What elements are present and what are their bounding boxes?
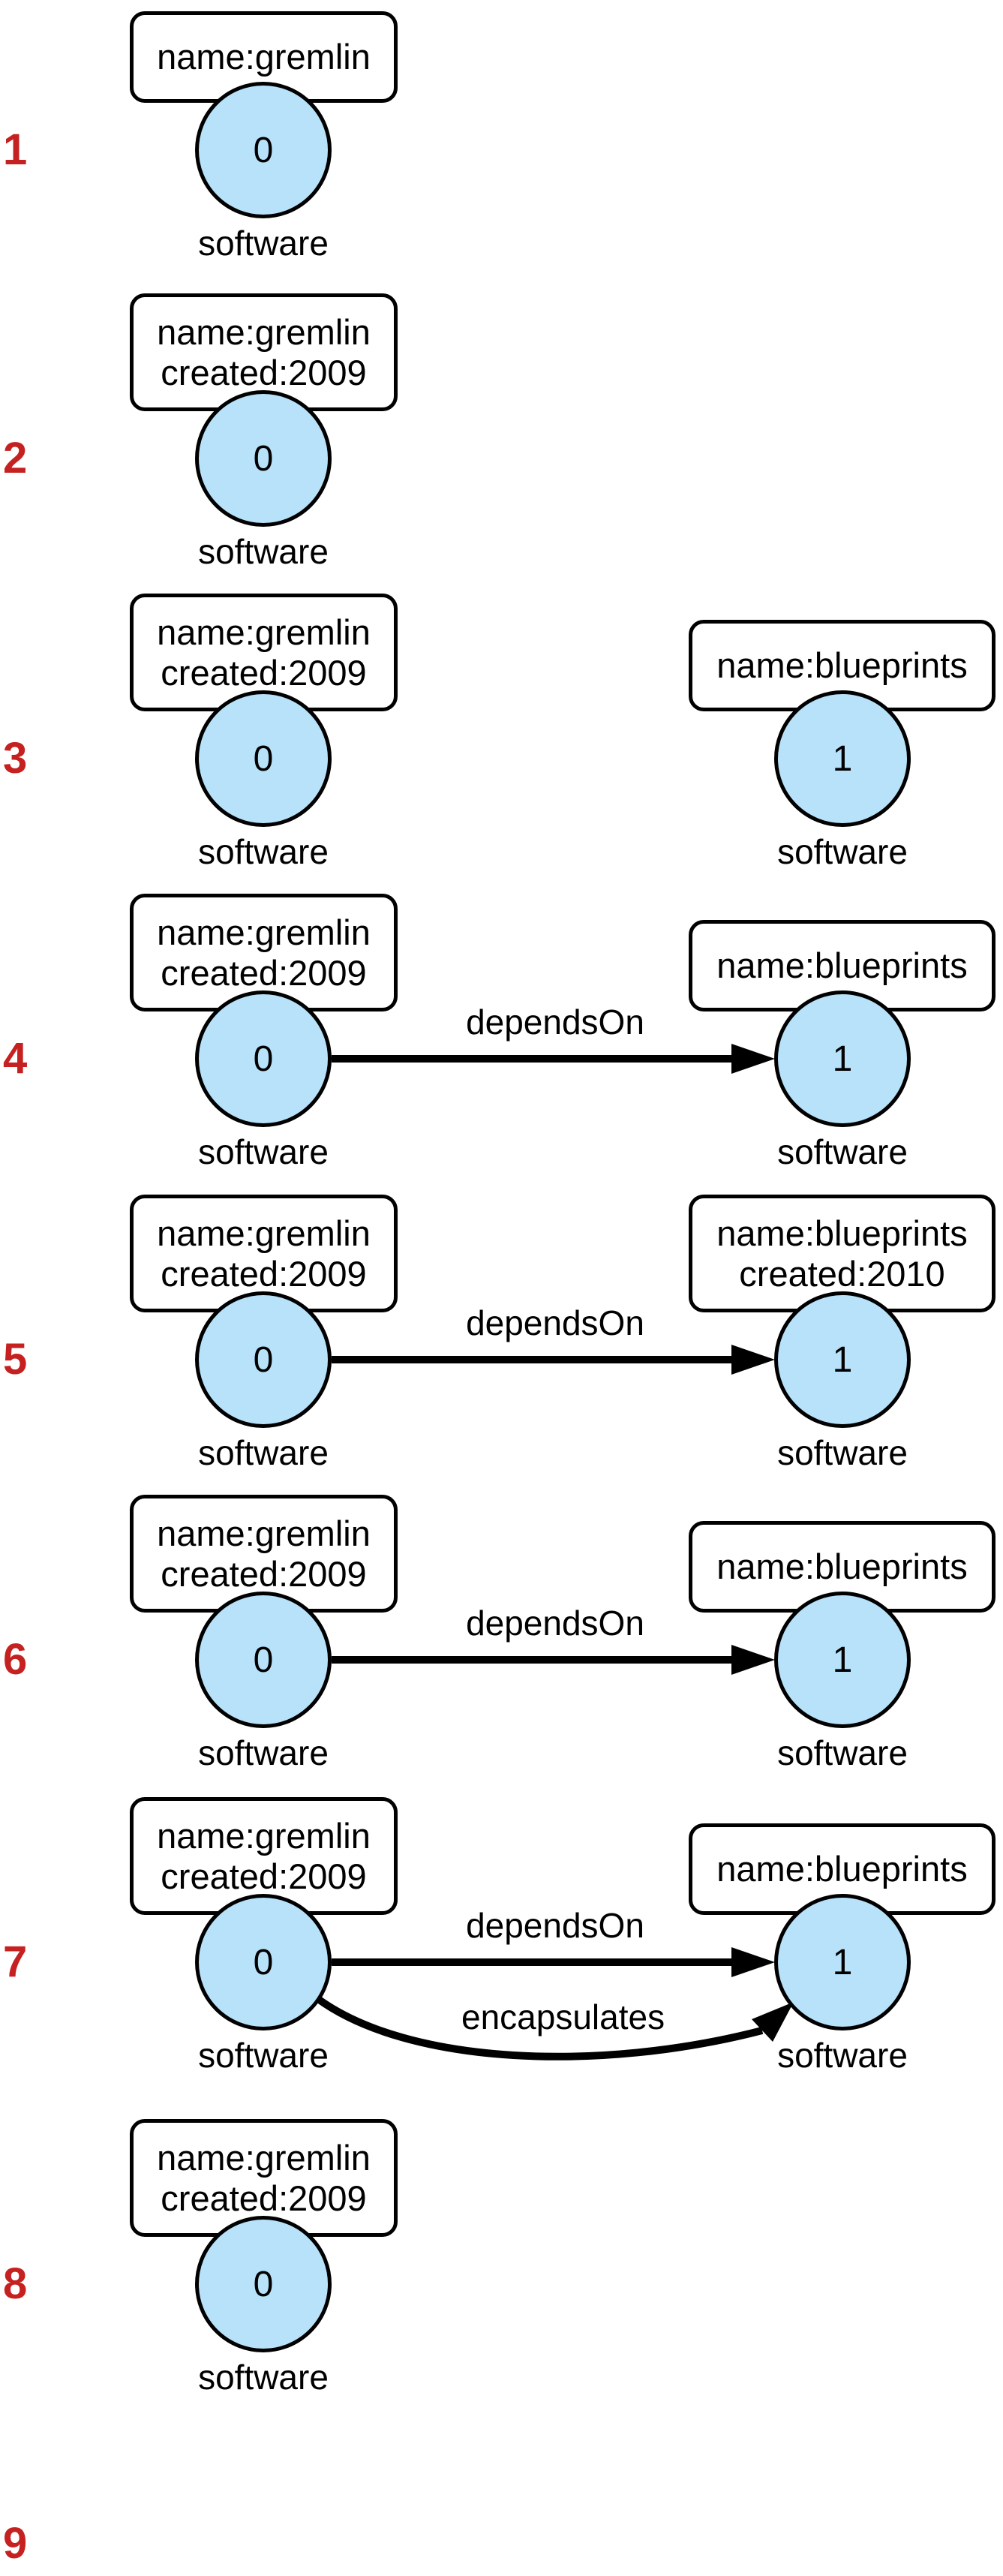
- vertex-property: created:2009: [161, 1553, 367, 1594]
- edge-label-dependson: dependsOn: [466, 1906, 644, 1945]
- vertex-id: 0: [253, 2264, 274, 2304]
- vertex-property: name:gremlin: [157, 1513, 371, 1553]
- vertex-property: name:gremlin: [157, 612, 371, 652]
- dependson-arrowhead: [731, 1044, 775, 1074]
- vertex-property-box: name:gremlin created:2009: [130, 2119, 398, 2237]
- vertex-id: 0: [253, 438, 274, 479]
- vertex-label: software: [198, 532, 329, 571]
- vertex-circle: 0: [195, 690, 332, 827]
- vertex-id: 0: [253, 1039, 274, 1079]
- vertex-id: 1: [832, 1640, 853, 1680]
- vertex-id: 1: [832, 1339, 853, 1380]
- vertex-circle: 1: [774, 1592, 911, 1728]
- vertex-label: software: [777, 1433, 908, 1472]
- step-number: 2: [3, 434, 28, 482]
- vertex-property: name:blueprints: [716, 645, 968, 685]
- vertex-id: 1: [832, 1039, 853, 1079]
- step-number: 4: [3, 1034, 28, 1083]
- step-number: 1: [3, 125, 28, 174]
- vertex-property: name:gremlin: [157, 912, 371, 952]
- step-number: 7: [3, 1937, 28, 1986]
- vertex-property: name:gremlin: [157, 311, 371, 352]
- vertex-property: name:gremlin: [157, 1815, 371, 1856]
- vertex-id: 0: [253, 738, 274, 779]
- vertex-circle: 0: [195, 1592, 332, 1728]
- vertex-property-box: name:gremlin created:2009: [130, 1495, 398, 1613]
- vertex-label: software: [198, 224, 329, 263]
- edge-label-dependson: dependsOn: [466, 1002, 644, 1042]
- vertex-circle: 1: [774, 1894, 911, 2030]
- vertex-property: created:2009: [161, 952, 367, 993]
- vertex-property-box: name:gremlin created:2009: [130, 594, 398, 711]
- step-number: 6: [3, 1635, 28, 1684]
- vertex-property: name:blueprints: [716, 1547, 968, 1586]
- vertex-circle: 1: [774, 690, 911, 827]
- edge-label-dependson: dependsOn: [466, 1604, 644, 1643]
- vertex-property: name:gremlin: [157, 37, 371, 77]
- vertex-property-box: name:gremlin created:2009: [130, 293, 398, 411]
- vertex-property: name:gremlin: [157, 2137, 371, 2178]
- vertex-property: created:2009: [161, 1856, 367, 1896]
- vertex-circle: 0: [195, 990, 332, 1127]
- step-number: 8: [3, 2259, 28, 2308]
- vertex-label: software: [198, 832, 329, 871]
- vertex-property: created:2009: [161, 652, 367, 693]
- vertex-circle: 0: [195, 1894, 332, 2030]
- vertex-property: created:2009: [161, 2178, 367, 2218]
- vertex-property-box: name:gremlin created:2009: [130, 1195, 398, 1312]
- vertex-id: 1: [832, 738, 853, 779]
- vertex-id: 1: [832, 1942, 853, 1982]
- vertex-circle: 0: [195, 1291, 332, 1428]
- vertex-property: name:gremlin: [157, 1213, 371, 1253]
- vertex-label: software: [198, 1433, 329, 1472]
- vertex-label: software: [777, 1132, 908, 1171]
- vertex-property: created:2010: [739, 1253, 945, 1294]
- dependson-arrowhead: [731, 1947, 775, 1977]
- vertex-property: created:2009: [161, 1253, 367, 1294]
- vertex-circle: 0: [195, 2216, 332, 2352]
- vertex-id: 0: [253, 130, 274, 170]
- vertex-circle: 0: [195, 390, 332, 527]
- vertex-property: name:blueprints: [716, 1213, 968, 1253]
- encapsulates-edge-curve: [316, 1995, 764, 2060]
- dependson-arrowhead: [731, 1645, 775, 1675]
- vertex-property: created:2009: [161, 352, 367, 392]
- vertex-property-box: name:blueprints: [689, 1823, 995, 1915]
- vertex-property: name:blueprints: [716, 1849, 968, 1889]
- vertex-id: 0: [253, 1640, 274, 1680]
- vertex-label: software: [777, 832, 908, 871]
- vertex-property-box: name:blueprints: [689, 620, 995, 711]
- step-number: 5: [3, 1335, 28, 1384]
- step-number: 9: [3, 2519, 28, 2568]
- vertex-label: software: [777, 1733, 908, 1772]
- vertex-circle: 1: [774, 1291, 911, 1428]
- vertex-label: software: [198, 1132, 329, 1171]
- vertex-label: software: [777, 2036, 908, 2075]
- dependson-arrowhead: [731, 1345, 775, 1375]
- vertex-property: name:blueprints: [716, 945, 968, 985]
- vertex-label: software: [198, 2358, 329, 2397]
- edge-label-dependson: dependsOn: [466, 1303, 644, 1342]
- edge-label-encapsulates: encapsulates: [461, 1997, 665, 2036]
- vertex-id: 0: [253, 1942, 274, 1982]
- encapsulates-arrowhead: [752, 2002, 794, 2042]
- vertex-label: software: [198, 1733, 329, 1772]
- vertex-circle: 1: [774, 990, 911, 1127]
- step-number: 3: [3, 734, 28, 783]
- vertex-label: software: [198, 2036, 329, 2075]
- vertex-id: 0: [253, 1339, 274, 1380]
- vertex-circle: 0: [195, 82, 332, 218]
